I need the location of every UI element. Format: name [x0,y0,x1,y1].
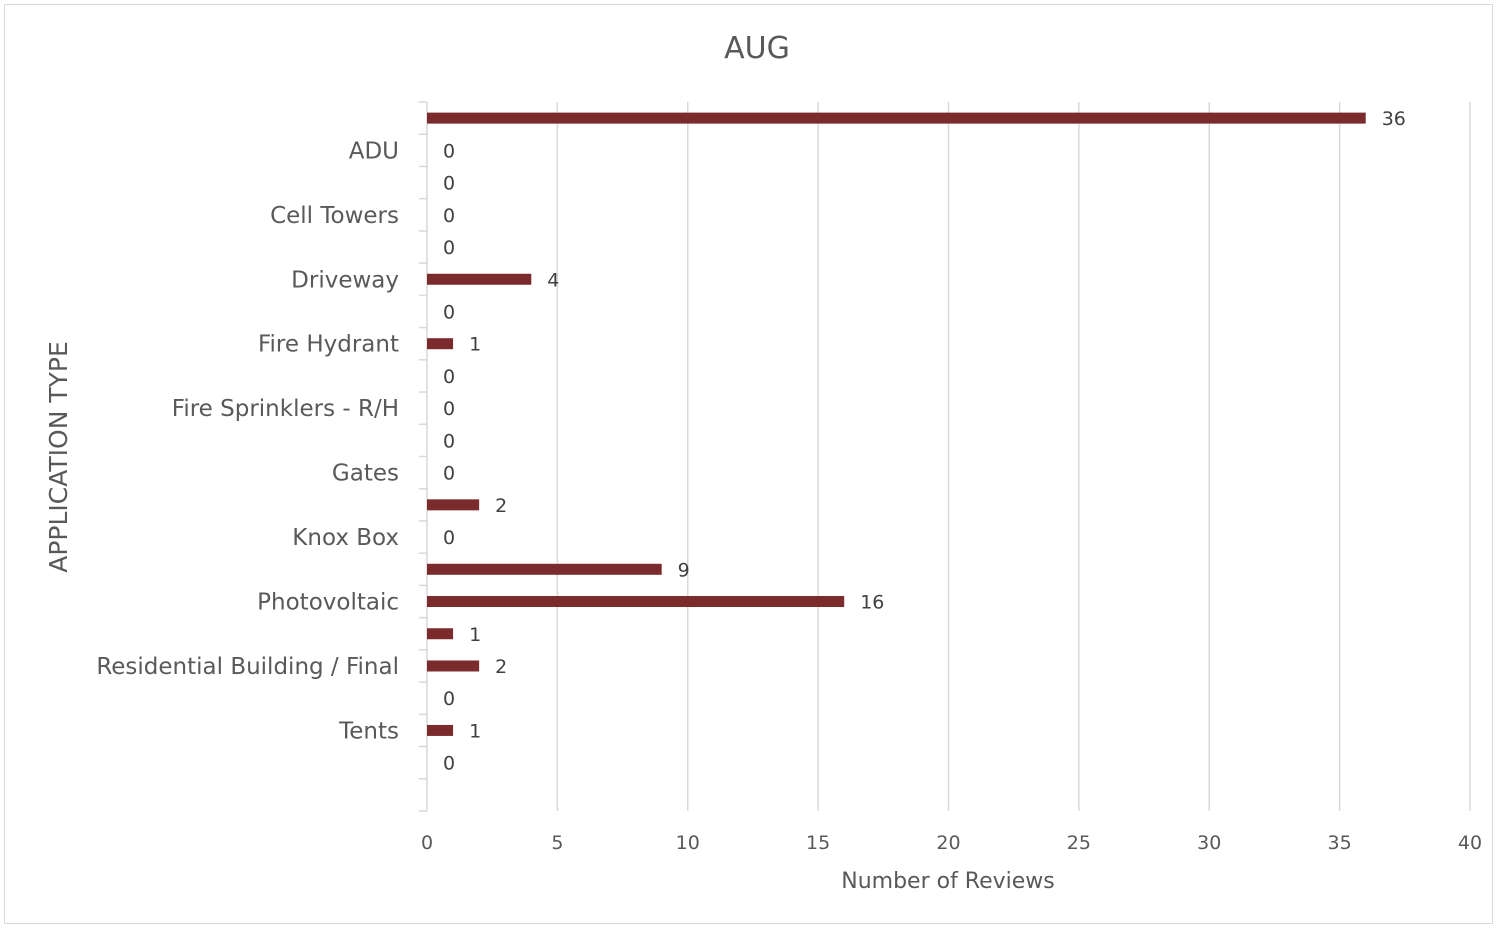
x-tick-label: 10 [676,832,700,854]
category-label: Tents [338,718,399,744]
category-label: Cell Towers [270,203,399,229]
data-label: 0 [443,398,455,420]
category-label: Knox Box [292,525,399,551]
x-tick-label: 0 [421,832,433,854]
x-tick-label: 40 [1458,832,1482,854]
data-label: 1 [469,624,481,646]
data-label: 0 [443,173,455,195]
data-label: 0 [443,140,455,162]
data-label: 0 [443,237,455,259]
data-label: 0 [443,301,455,323]
x-tick-label: 30 [1197,832,1221,854]
data-label: 0 [443,688,455,710]
category-label: Gates [332,461,399,487]
category-label: Driveway [291,267,399,293]
data-label: 1 [469,720,481,742]
data-label: 2 [495,495,507,517]
bar [427,596,845,608]
bar [427,660,480,672]
data-label: 0 [443,430,455,452]
category-label: Residential Building / Final [96,654,399,680]
y-axis-title: APPLICATION TYPE [44,341,73,573]
x-tick-label: 25 [1067,832,1091,854]
data-label: 0 [443,366,455,388]
chart-frame [4,4,1493,924]
data-label: 0 [443,205,455,227]
category-label: Fire Sprinklers - R/H [172,396,399,422]
data-label: 2 [495,656,507,678]
x-axis-title: Number of Reviews [841,869,1055,894]
data-label: 16 [860,592,884,614]
category-label: Fire Hydrant [258,332,399,358]
data-label: 0 [443,527,455,549]
bar [427,724,454,736]
data-label: 9 [678,559,690,581]
data-label: 0 [443,463,455,485]
x-tick-labels: 0 5 10 15 20 25 30 35 40 [421,832,1482,854]
category-label: Photovoltaic [257,590,399,616]
grid-lines [556,102,1471,811]
bar [427,112,1366,124]
data-label: 4 [547,269,559,291]
bars [427,112,1366,736]
category-labels: ADU Cell Towers Driveway Fire Hydrant Fire S… [96,138,399,744]
bar [427,628,454,640]
bar [427,499,480,511]
data-label: 0 [443,753,455,775]
x-tick-label: 5 [551,832,563,854]
category-label: ADU [349,138,399,164]
data-label: 36 [1382,108,1406,130]
bar [427,273,532,285]
x-tick-label: 15 [806,832,830,854]
category-axis [419,101,428,812]
x-tick-label: 20 [936,832,960,854]
x-tick-label: 35 [1328,832,1352,854]
bar [427,338,454,350]
bar [427,563,662,575]
data-label: 1 [469,334,481,356]
chart-title: AUG [724,31,790,66]
